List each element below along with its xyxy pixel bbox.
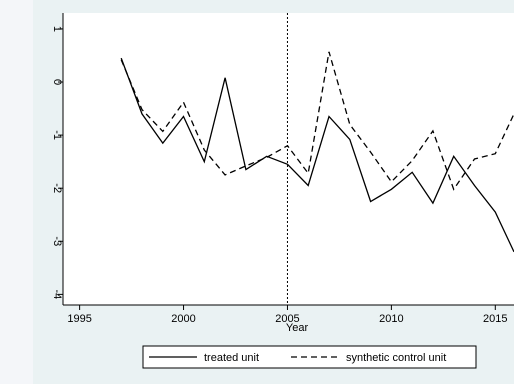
y-tick-label: -3 (51, 236, 63, 246)
legend-label-synthetic: synthetic control unit (346, 352, 446, 364)
legend-box (142, 345, 477, 369)
series-line-treated (120, 57, 514, 253)
x-tick-label: 1995 (67, 313, 91, 325)
legend-label-treated: treated unit (204, 352, 259, 364)
x-tick-label: 2005 (275, 313, 299, 325)
plot-area (63, 13, 514, 305)
legend: treated unit synthetic control unit (142, 345, 477, 369)
line-chart: 1995 2000 2005 2010 2015 1 0 -1 -2 -3 -4 Year tre… (51, 13, 514, 369)
y-tick-label: -2 (51, 183, 63, 193)
figure: 1995 2000 2005 2010 2015 1 0 -1 -2 -3 -4 Year tre… (33, 0, 514, 384)
y-tick-label: -4 (51, 289, 63, 299)
y-tick-label: 0 (51, 79, 63, 85)
x-tick-label: 2000 (171, 313, 195, 325)
y-tick-label: 1 (51, 26, 63, 32)
x-tick-label: 2010 (379, 313, 403, 325)
x-tick-label: 2015 (483, 313, 507, 325)
x-axis-title: Year (286, 322, 309, 334)
y-tick-label: -1 (51, 130, 63, 140)
series-line-synthetic (120, 51, 514, 191)
